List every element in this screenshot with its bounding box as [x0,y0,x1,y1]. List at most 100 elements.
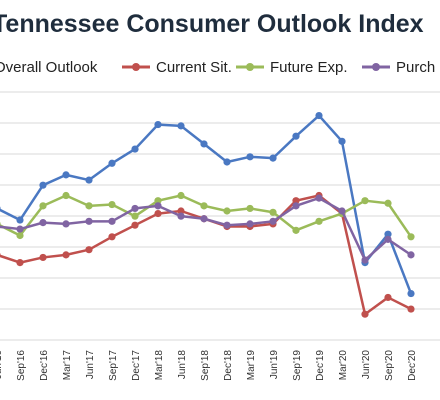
data-point [16,216,24,224]
data-point [62,251,70,259]
data-point [39,253,47,262]
data-point [154,197,162,205]
data-point [223,207,231,215]
data-point [177,191,185,200]
legend-marker [372,63,380,71]
x-tick-label: Sep'19 [292,350,303,381]
data-point [292,202,300,210]
x-tick-label: Jun'16 [0,350,4,380]
data-point [62,171,70,179]
data-point [292,197,300,205]
legend-label: Purch [396,59,435,76]
x-tick-label: Dec'19 [315,350,326,381]
data-point [177,207,185,215]
chart-title: Tennessee Consumer Outlook Index [0,10,424,38]
data-point [200,202,208,210]
data-point [62,191,70,200]
data-point [16,259,24,267]
data-point [200,140,208,148]
data-point [131,212,139,220]
data-point [384,235,392,243]
data-point [108,159,116,167]
x-tick-label: Dec'17 [131,350,142,381]
data-point [154,120,162,129]
series-group [0,111,415,318]
data-point [131,221,139,229]
data-point [131,145,139,153]
x-tick-label: Jun'17 [85,350,96,380]
series-line [0,196,412,262]
data-point [39,181,47,189]
data-point [85,217,93,225]
legend-label: Future Exp. [270,59,348,76]
data-point [16,225,24,233]
series-line [0,194,413,238]
data-point [16,231,24,240]
data-point [39,219,47,227]
data-point [246,204,254,213]
data-point [315,111,323,120]
x-tick-label: Mar'18 [154,350,165,381]
data-point [108,200,116,209]
data-point [361,310,369,318]
x-tick-label: Jun'19 [269,350,280,380]
data-point [131,204,139,213]
data-point [108,217,116,225]
gridlines [0,91,440,341]
x-axis-ticks: Jun'16 Sep'16 Dec'16 Mar'17 Jun'17 Sep'17 Dec'… [0,350,418,381]
x-tick-label: Mar'20 [338,350,349,381]
legend-label: Overall Outlook [0,59,98,76]
data-point [315,217,323,225]
x-tick-label: Dec'18 [223,350,234,381]
data-point [269,208,277,216]
x-tick-label: Mar'19 [246,350,257,381]
x-tick-label: Sep'17 [108,350,119,381]
x-tick-label: Dec'16 [39,350,50,381]
series-line [0,194,412,316]
x-tick-label: Dec'20 [407,350,418,381]
data-point [384,230,392,238]
data-point [407,305,415,313]
data-point [384,199,392,207]
data-point [177,122,185,130]
data-point [384,293,392,302]
x-tick-label: Jun'18 [177,350,188,380]
data-point [246,220,254,228]
data-point [315,194,323,202]
data-point [223,158,231,166]
data-point [269,217,277,225]
data-point [292,226,300,234]
legend-label: Current Sit. [156,59,232,76]
data-point [85,176,93,184]
data-point [361,256,369,264]
data-point [0,252,1,257]
x-tick-label: Sep'16 [16,350,27,381]
x-tick-label: Sep'18 [200,350,211,381]
data-point [292,132,300,140]
data-point [154,202,162,210]
data-point [85,246,93,254]
data-point [85,202,93,210]
data-point [0,206,1,211]
data-point [200,215,208,223]
legend: Overall Outlook Current Sit. Future Exp. Pu… [0,59,435,76]
legend-marker [132,63,140,71]
data-point [0,224,1,229]
data-point [269,154,277,162]
data-point [39,202,47,210]
data-point [407,233,415,241]
data-point [361,197,369,205]
x-tick-label: Mar'17 [62,350,73,381]
data-point [62,220,70,228]
data-point [338,137,346,145]
legend-marker [246,63,254,71]
data-point [154,209,162,218]
data-point [338,207,346,215]
data-point [108,233,116,241]
data-point [407,251,415,259]
data-point [246,153,254,161]
x-tick-label: Jun'20 [361,350,372,380]
series-line [0,114,413,295]
x-tick-label: Sep'20 [384,350,395,381]
